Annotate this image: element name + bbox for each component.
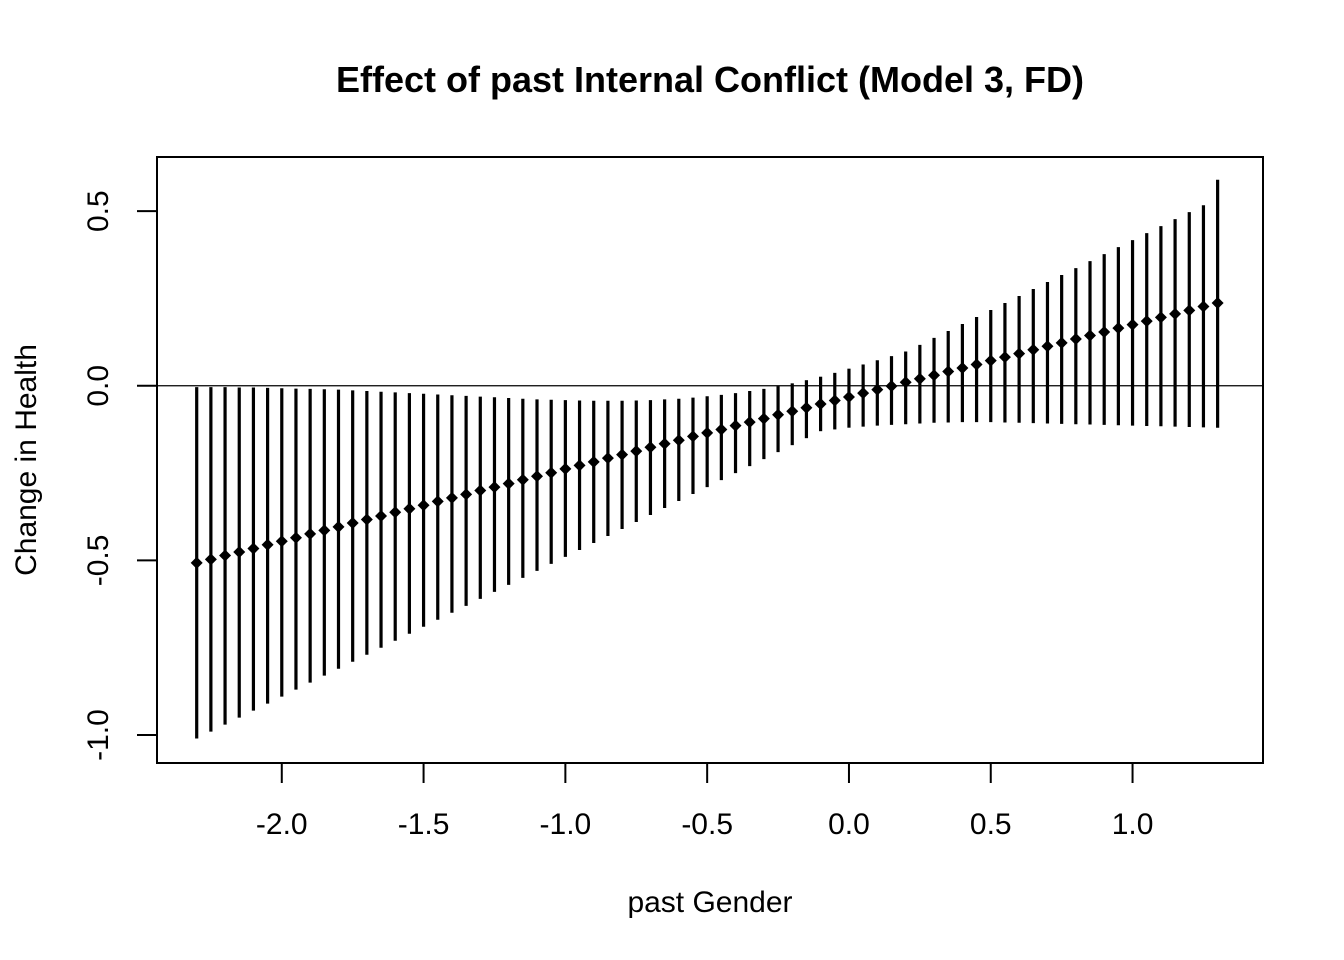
point-estimate [772, 408, 785, 421]
point-estimate [219, 549, 232, 562]
point-estimate [403, 502, 416, 515]
x-axis-label: past Gender [627, 886, 792, 919]
y-tick-label: -1.0 [82, 709, 115, 761]
point-estimate [474, 484, 487, 497]
point-estimate [502, 477, 515, 490]
point-estimate [998, 351, 1011, 364]
point-estimate [913, 372, 926, 385]
point-estimate [233, 546, 246, 559]
point-estimate [204, 553, 217, 566]
point-estimate [516, 473, 529, 486]
point-estimate [1154, 311, 1167, 324]
chart-title: Effect of past Internal Conflict (Model … [336, 59, 1084, 100]
point-estimate [389, 506, 402, 519]
x-tick-label: -0.5 [681, 808, 733, 841]
x-axis: -2.0 -1.5 -1.0 -0.5 0.0 0.5 1.0 [256, 762, 1154, 841]
point-estimate [857, 387, 870, 400]
y-tick-label: 0.5 [82, 190, 115, 232]
point-estimate [573, 459, 586, 472]
point-estimate [1027, 343, 1040, 356]
point-estimate [899, 376, 912, 389]
x-tick-label: 0.5 [970, 808, 1012, 841]
point-estimates [190, 296, 1224, 569]
y-axis-label: Change in Health [10, 344, 43, 576]
point-estimate [304, 527, 317, 540]
point-estimate [956, 361, 969, 374]
point-estimate [842, 390, 855, 403]
x-tick-label: -1.5 [398, 808, 450, 841]
y-tick-label: -0.5 [82, 535, 115, 587]
point-estimate [1183, 304, 1196, 317]
point-estimate [275, 535, 288, 548]
point-estimate [1169, 307, 1182, 320]
point-estimate [531, 470, 544, 483]
error-bars [195, 179, 1220, 739]
point-estimate [644, 441, 657, 454]
point-estimate [460, 488, 473, 501]
point-estimate [1112, 322, 1125, 335]
y-axis: -1.0 -0.5 0.0 0.5 [82, 190, 158, 761]
point-estimate [786, 405, 799, 418]
point-estimate [1069, 332, 1082, 345]
point-estimate [630, 445, 643, 458]
x-tick-label: 1.0 [1112, 808, 1154, 841]
point-estimate [417, 499, 430, 512]
point-estimate [942, 365, 955, 378]
point-estimate [1084, 329, 1097, 342]
point-estimate [375, 510, 388, 523]
point-estimate [757, 412, 770, 425]
point-estimate [190, 556, 203, 569]
point-estimate [729, 419, 742, 432]
point-estimate [318, 524, 331, 537]
point-estimate [445, 491, 458, 504]
point-estimate [658, 437, 671, 450]
point-estimate [488, 481, 501, 494]
point-estimate [984, 354, 997, 367]
point-estimate [701, 426, 714, 439]
point-estimate [1140, 315, 1153, 328]
x-tick-label: -2.0 [256, 808, 308, 841]
point-estimate [587, 455, 600, 468]
point-estimate [715, 423, 728, 436]
y-tick-label: 0.0 [82, 365, 115, 407]
point-estimate [346, 517, 359, 530]
point-estimate [686, 430, 699, 443]
point-estimate [431, 495, 444, 508]
point-estimate [545, 466, 558, 479]
point-estimate [1041, 340, 1054, 353]
x-tick-label: 0.0 [828, 808, 870, 841]
point-estimate [616, 448, 629, 461]
point-estimate [828, 394, 841, 407]
point-estimate [871, 383, 884, 396]
point-estimate [814, 397, 827, 410]
point-estimate [601, 452, 614, 465]
point-estimate [559, 462, 572, 475]
point-estimate [970, 358, 983, 371]
point-estimate [261, 538, 274, 551]
point-estimate [743, 416, 756, 429]
point-estimate [1055, 336, 1068, 349]
point-estimate [289, 531, 302, 544]
point-estimate [360, 513, 373, 526]
point-estimate [1197, 300, 1210, 313]
point-estimate [1013, 347, 1026, 360]
point-estimate [332, 520, 345, 533]
point-estimate [1098, 325, 1111, 338]
x-tick-label: -1.0 [540, 808, 592, 841]
point-estimate [1126, 318, 1139, 331]
point-estimate [247, 542, 260, 555]
point-estimate [800, 401, 813, 414]
point-estimate [672, 434, 685, 447]
point-estimate [928, 369, 941, 382]
point-estimate [885, 380, 898, 393]
point-estimate [1211, 296, 1224, 309]
